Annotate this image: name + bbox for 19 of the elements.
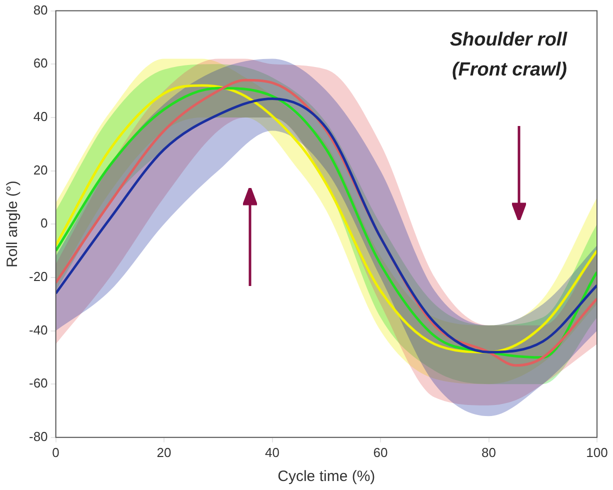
x-tick-label: 100 bbox=[586, 444, 608, 460]
x-tick-label: 0 bbox=[52, 444, 60, 460]
y-tick-label: -40 bbox=[28, 322, 48, 338]
y-tick-label: 40 bbox=[33, 109, 48, 124]
y-tick-label: 60 bbox=[33, 56, 48, 71]
y-tick-label: -80 bbox=[28, 428, 48, 444]
y-tick-label: -60 bbox=[28, 376, 48, 391]
x-tick-label: 20 bbox=[156, 444, 172, 460]
annotation: (Front crawl) bbox=[452, 60, 567, 81]
y-tick-label: 20 bbox=[33, 162, 48, 178]
y-axis-title: Roll angle (°) bbox=[4, 180, 22, 268]
x-tick-label: 60 bbox=[373, 444, 388, 460]
x-axis-title: Cycle time (%) bbox=[278, 468, 376, 486]
y-tick-label: 80 bbox=[33, 2, 48, 18]
y-tick-label: 0 bbox=[40, 216, 48, 231]
x-tick-label: 80 bbox=[482, 444, 496, 460]
x-tick-label: 40 bbox=[265, 444, 280, 460]
annotation: Shoulder roll bbox=[450, 30, 568, 51]
y-tick-label: -20 bbox=[28, 269, 48, 284]
